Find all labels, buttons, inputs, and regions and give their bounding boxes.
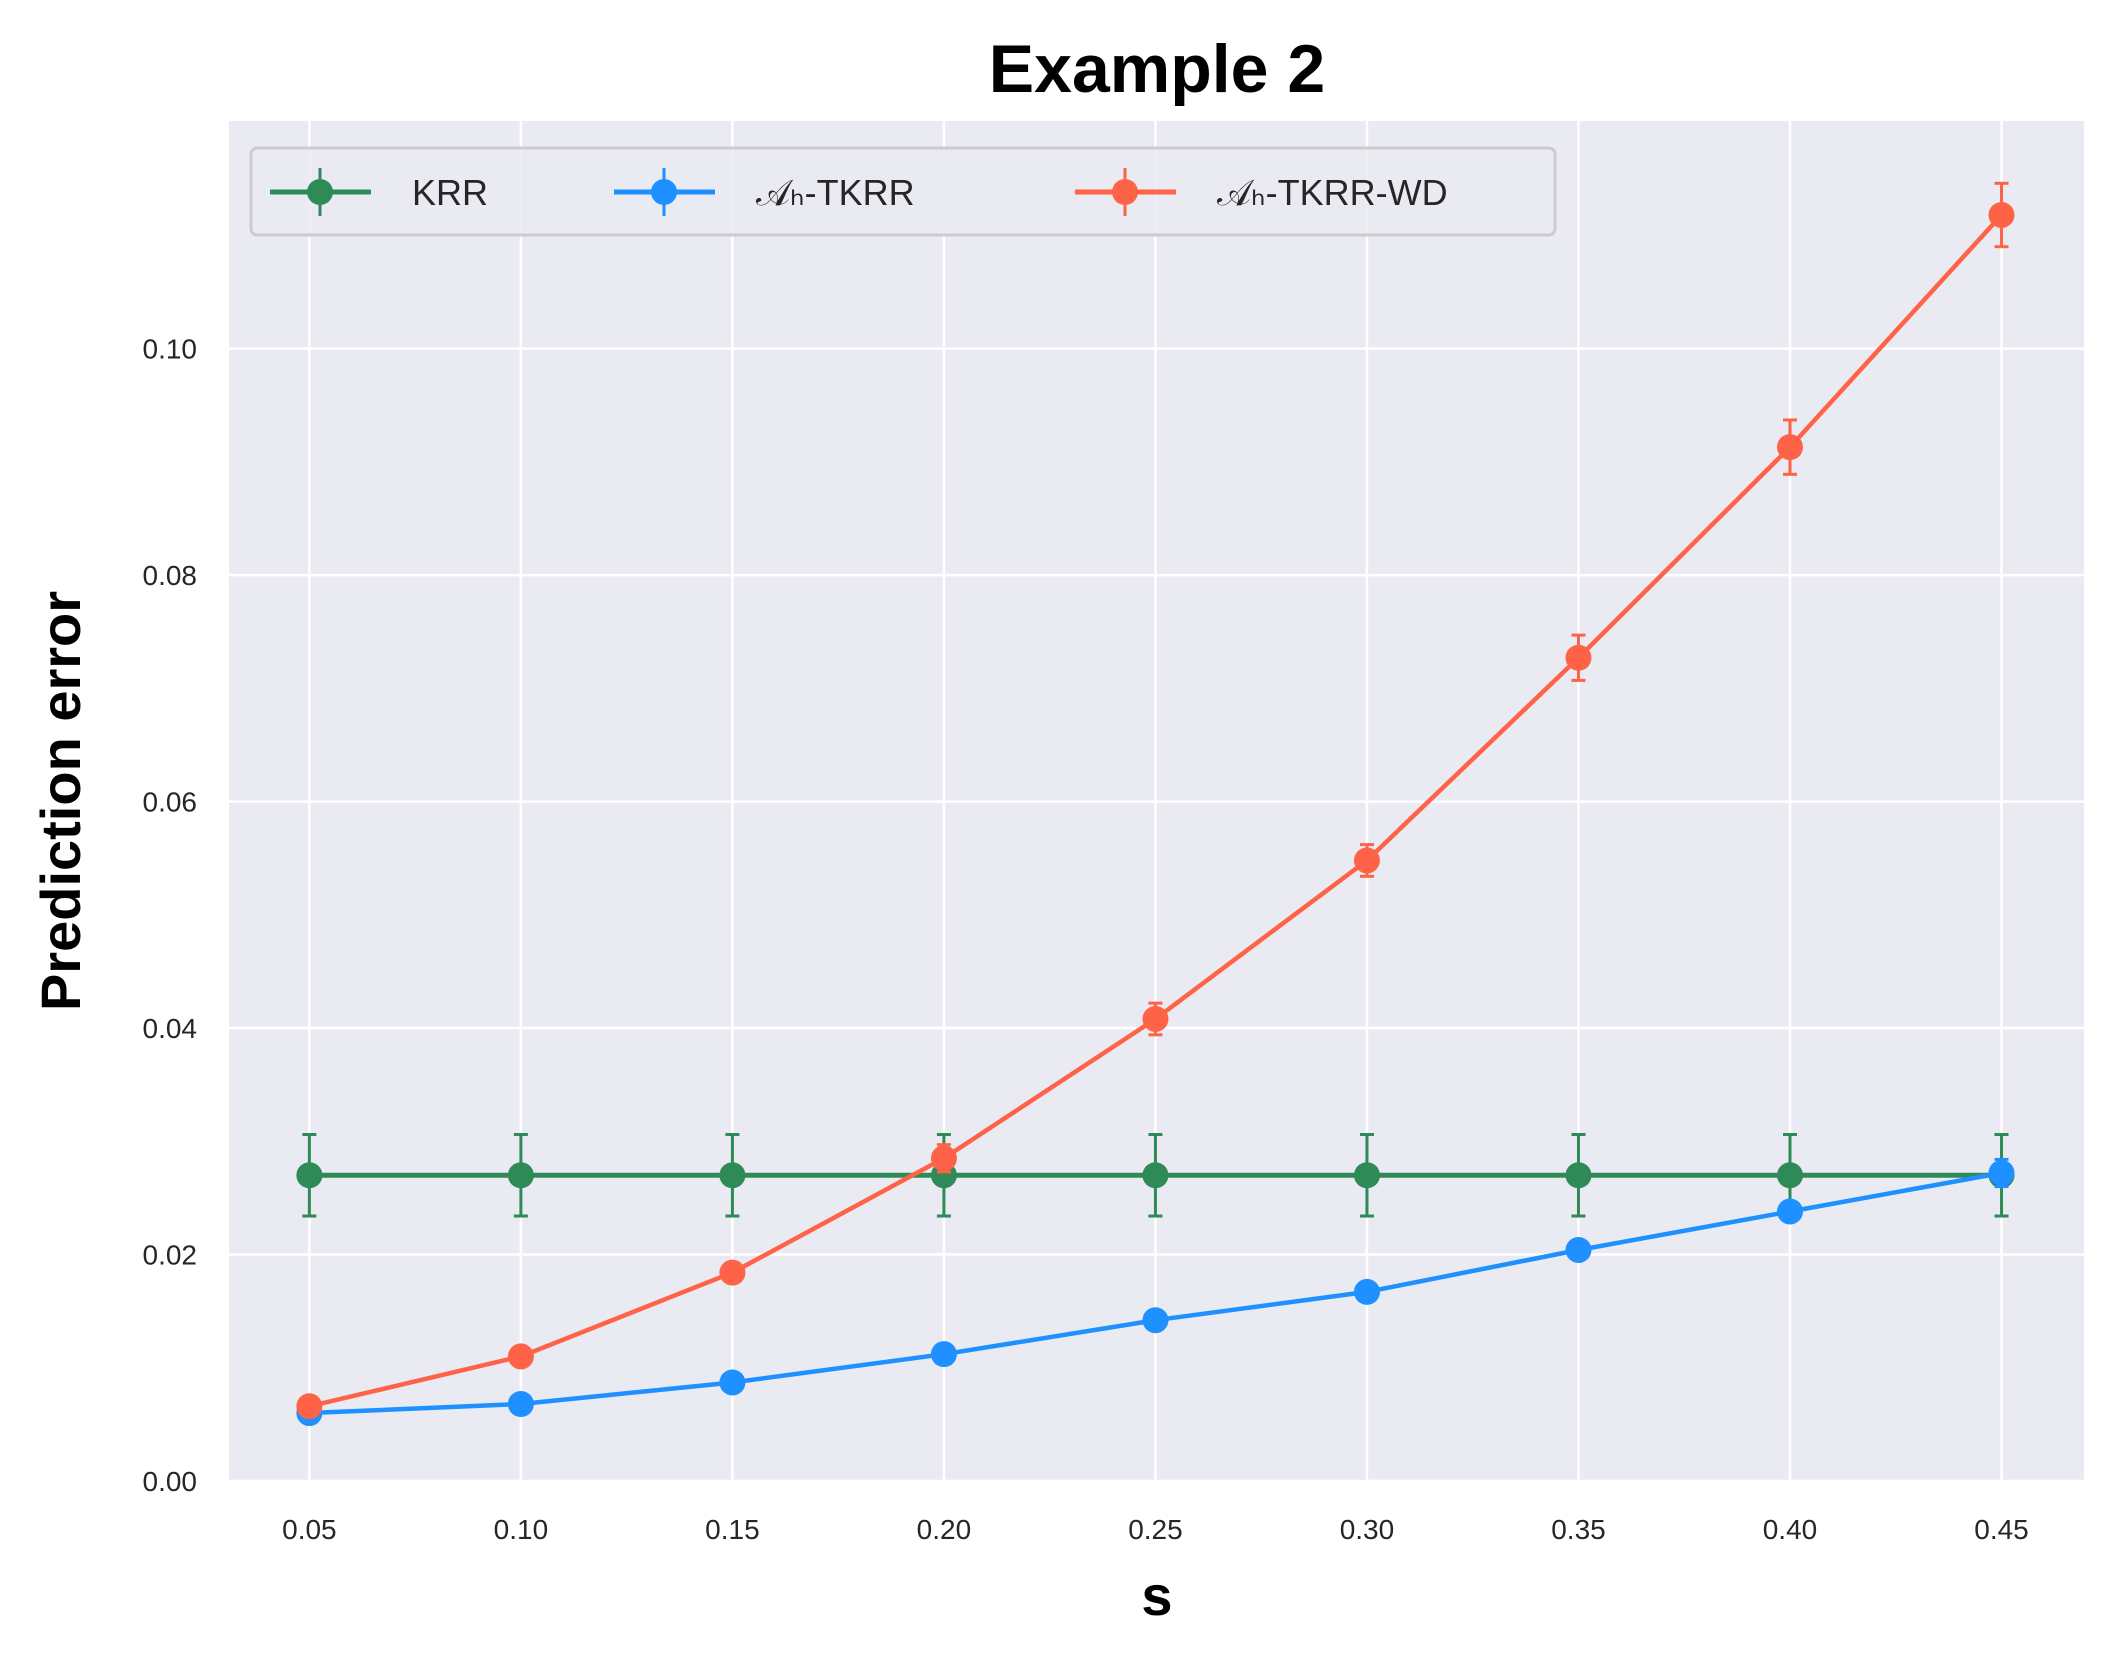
x-axis-label: s <box>1141 1564 1172 1627</box>
y-tick-label: 0.08 <box>143 560 198 591</box>
grid <box>229 121 2084 1483</box>
y-tick-label: 0.04 <box>143 1013 198 1044</box>
data-point <box>296 1162 323 1189</box>
legend-frame <box>249 146 1557 237</box>
y-tick-label: 0.02 <box>143 1240 198 1271</box>
series-2 <box>296 181 2015 1420</box>
y-tick-label: 0.06 <box>143 787 198 818</box>
legend-item: 𝒜ₕ-TKRR <box>614 168 915 216</box>
data-point <box>1776 1198 1803 1225</box>
data-point <box>1142 1307 1169 1334</box>
chart-title: Example 2 <box>989 31 1325 107</box>
x-tick-label: 0.30 <box>1340 1514 1395 1545</box>
data-point <box>930 1145 957 1172</box>
legend: KRR 𝒜ₕ-TKRR 𝒜ₕ-TKRR-WD <box>249 146 1557 237</box>
data-point <box>507 1343 534 1370</box>
data-point <box>1142 1005 1169 1032</box>
y-axis-label: Prediction error <box>29 591 92 1011</box>
x-tick-label: 0.15 <box>705 1514 760 1545</box>
data-point <box>1565 1162 1592 1189</box>
legend-marker <box>1112 179 1138 205</box>
data-point <box>1988 1159 2015 1186</box>
data-point <box>507 1390 534 1417</box>
data-point <box>296 1393 323 1420</box>
legend-label: KRR <box>412 172 488 213</box>
y-tick-labels: 0.00 0.02 0.04 0.06 0.08 0.10 <box>143 334 198 1497</box>
data-point <box>1565 1236 1592 1263</box>
data-point <box>507 1162 534 1189</box>
data-point <box>1776 434 1803 461</box>
y-tick-label: 0.00 <box>143 1466 198 1497</box>
series-group <box>296 181 2015 1427</box>
x-tick-label: 0.20 <box>917 1514 972 1545</box>
data-point <box>1353 847 1380 874</box>
data-point <box>930 1341 957 1368</box>
x-tick-label: 0.45 <box>1974 1514 2029 1545</box>
data-point <box>1142 1162 1169 1189</box>
series-1 <box>296 1157 2015 1427</box>
x-tick-label: 0.25 <box>1128 1514 1183 1545</box>
data-point <box>1776 1162 1803 1189</box>
data-point <box>719 1369 746 1396</box>
y-tick-label: 0.10 <box>143 334 198 365</box>
x-tick-label: 0.05 <box>282 1514 337 1545</box>
data-point <box>1353 1278 1380 1305</box>
x-tick-label: 0.10 <box>494 1514 549 1545</box>
legend-item: 𝒜ₕ-TKRR-WD <box>1075 168 1448 216</box>
data-point <box>719 1259 746 1286</box>
x-tick-label: 0.40 <box>1763 1514 1818 1545</box>
data-point <box>719 1162 746 1189</box>
x-tick-labels: 0.05 0.10 0.15 0.20 0.25 0.30 0.35 0.40 0.45 <box>282 1514 2029 1545</box>
legend-marker <box>651 179 677 205</box>
legend-item: KRR <box>270 168 488 216</box>
legend-label: 𝒜ₕ-TKRR-WD <box>1217 172 1448 213</box>
data-point <box>1988 201 2015 228</box>
x-tick-label: 0.35 <box>1551 1514 1606 1545</box>
data-point <box>1565 644 1592 671</box>
legend-marker <box>307 179 333 205</box>
data-point <box>1353 1162 1380 1189</box>
legend-label: 𝒜ₕ-TKRR <box>756 172 915 213</box>
